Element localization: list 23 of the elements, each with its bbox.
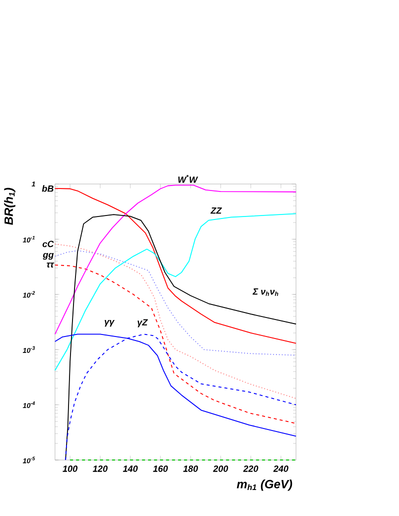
line-series — [54, 244, 296, 399]
line-series — [54, 213, 296, 371]
x-tick-label: 160 — [153, 466, 168, 472]
series-label: cC — [42, 240, 54, 248]
x-axis-title: m$_{h1}$ (GeV) — [236, 480, 292, 491]
x-tick-label: 120 — [92, 466, 108, 472]
line-series — [54, 264, 296, 424]
x-tick-label: 220 — [243, 466, 258, 472]
line-series — [54, 250, 296, 356]
x-tick-label: 140 — [122, 466, 138, 472]
series-label: ZZ — [210, 207, 222, 214]
x-tick-label: 180 — [183, 466, 198, 472]
series-label: bB — [42, 185, 54, 192]
x-tick-label: 100 — [62, 466, 78, 472]
series-label: gg — [42, 252, 54, 260]
series-label: γZ — [138, 319, 148, 328]
x-tick-label: 200 — [213, 466, 228, 472]
series-label: W$^{*}$W — [178, 174, 198, 183]
y-axis-title: BR(h$_{1}$) — [4, 188, 16, 225]
series-label: ττ — [46, 262, 54, 268]
x-tick-label: 240 — [273, 466, 288, 472]
text: Σ ν$_{h}$ν$_{h}$ — [252, 288, 278, 296]
series-label: γγ — [104, 320, 115, 327]
